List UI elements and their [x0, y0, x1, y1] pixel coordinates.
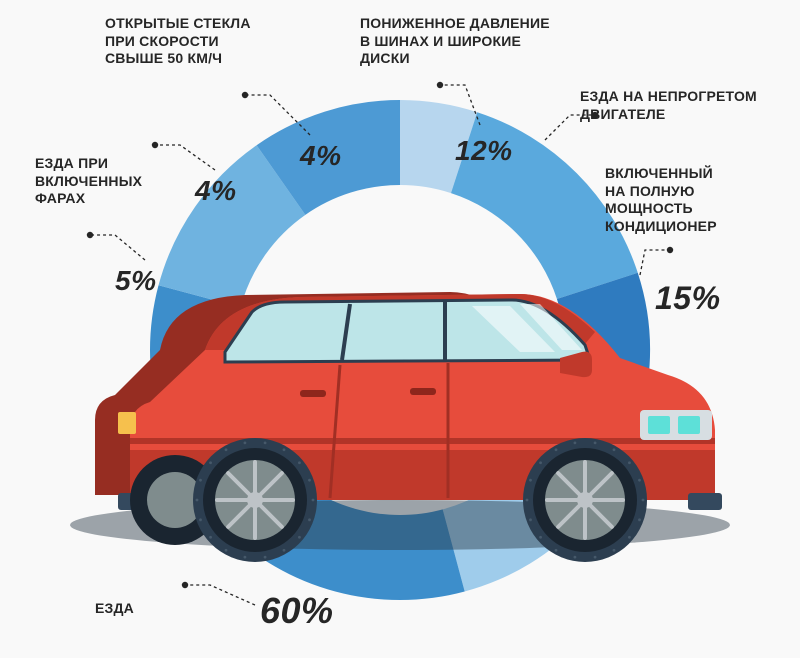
- pct-lights: 5%: [115, 265, 156, 297]
- label-tires: ПОНИЖЕННОЕ ДАВЛЕНИЕ В ШИНАХ И ШИРОКИЕ ДИ…: [360, 15, 550, 68]
- pct-windows2: 4%: [195, 175, 236, 207]
- leader-dot-lights: [87, 232, 93, 238]
- pct-tires: 12%: [455, 135, 513, 167]
- label-drive: ЕЗДА: [95, 600, 134, 618]
- leader-dot-windows2: [152, 142, 158, 148]
- pct-ac: 15%: [655, 280, 721, 317]
- infographic-root: 4% 12% 15% 60% 5% 4% ОТКРЫТЫЕ СТЕКЛА ПРИ СКОРО…: [0, 0, 800, 658]
- leader-dot-drive: [182, 582, 188, 588]
- leader-dot-tires: [437, 82, 443, 88]
- label-lights: ЕЗДА ПРИ ВКЛЮЧЕННЫХ ФАРАХ: [35, 155, 142, 208]
- label-windows: ОТКРЫТЫЕ СТЕКЛА ПРИ СКОРОСТИ СВЫШЕ 50 КМ…: [105, 15, 251, 68]
- pct-drive: 60%: [260, 590, 334, 632]
- label-ac: ВКЛЮЧЕННЫЙ НА ПОЛНУЮ МОЩНОСТЬ КОНДИЦИОНЕ…: [605, 165, 717, 235]
- leader-dot-ac: [667, 247, 673, 253]
- pct-windows: 4%: [300, 140, 341, 172]
- leader-dot-windows: [242, 92, 248, 98]
- label-cold: ЕЗДА НА НЕПРОГРЕТОМ ДВИГАТЕЛЕ: [580, 88, 757, 123]
